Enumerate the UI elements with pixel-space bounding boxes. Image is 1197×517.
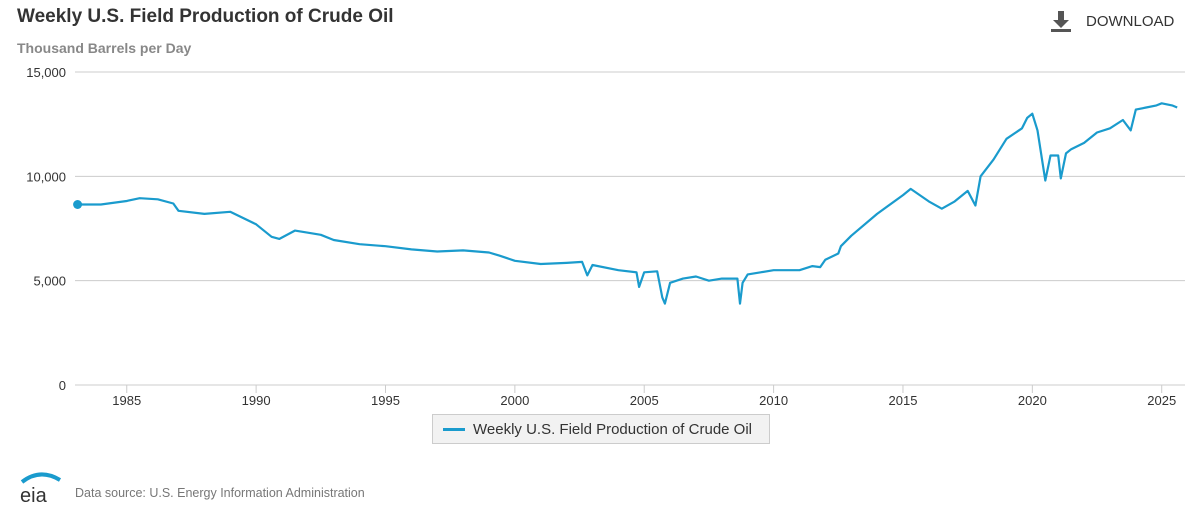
line-chart: 0 5,000 10,000 15,000 1985 1990 1995 2000 2005 20… — [26, 65, 1185, 408]
y-tick-label: 10,000 — [26, 169, 66, 184]
y-tick-label: 15,000 — [26, 65, 66, 80]
legend-swatch — [443, 427, 465, 431]
x-tick-label: 2015 — [889, 393, 918, 408]
series-layer — [73, 102, 1178, 305]
chart-title: Weekly U.S. Field Production of Crude Oi… — [17, 6, 394, 27]
eia-logo-text: eia — [20, 485, 48, 506]
x-tick-label: 1990 — [242, 393, 271, 408]
x-tick-label: 2010 — [759, 393, 788, 408]
y-tick-label: 5,000 — [33, 274, 66, 289]
chart-subtitle: Thousand Barrels per Day — [17, 40, 192, 56]
download-icon — [1051, 11, 1071, 32]
series-start-marker[interactable] — [73, 200, 83, 210]
x-tick-label: 2025 — [1147, 393, 1176, 408]
download-button[interactable]: DOWNLOAD — [1050, 10, 1174, 32]
eia-logo: eia — [20, 472, 62, 506]
y-tick-label: 0 — [59, 378, 66, 393]
footer: eia Data source: U.S. Energy Information… — [0, 466, 600, 506]
legend-item[interactable]: Weekly U.S. Field Production of Crude Oi… — [432, 414, 770, 444]
x-tick-label: 1995 — [371, 393, 400, 408]
legend-label: Weekly U.S. Field Production of Crude Oi… — [473, 420, 753, 438]
x-tick-label: 2005 — [630, 393, 659, 408]
axes: 0 5,000 10,000 15,000 1985 1990 1995 2000 2005 20… — [26, 65, 1176, 408]
grid-lines — [75, 71, 1185, 386]
series-line[interactable] — [77, 102, 1178, 305]
x-tick-label: 2020 — [1018, 393, 1047, 408]
data-source-text: Data source: U.S. Energy Information Adm… — [75, 486, 365, 500]
x-tick-label: 2000 — [500, 393, 529, 408]
download-label: DOWNLOAD — [1086, 12, 1175, 30]
x-tick-label: 1985 — [112, 393, 141, 408]
